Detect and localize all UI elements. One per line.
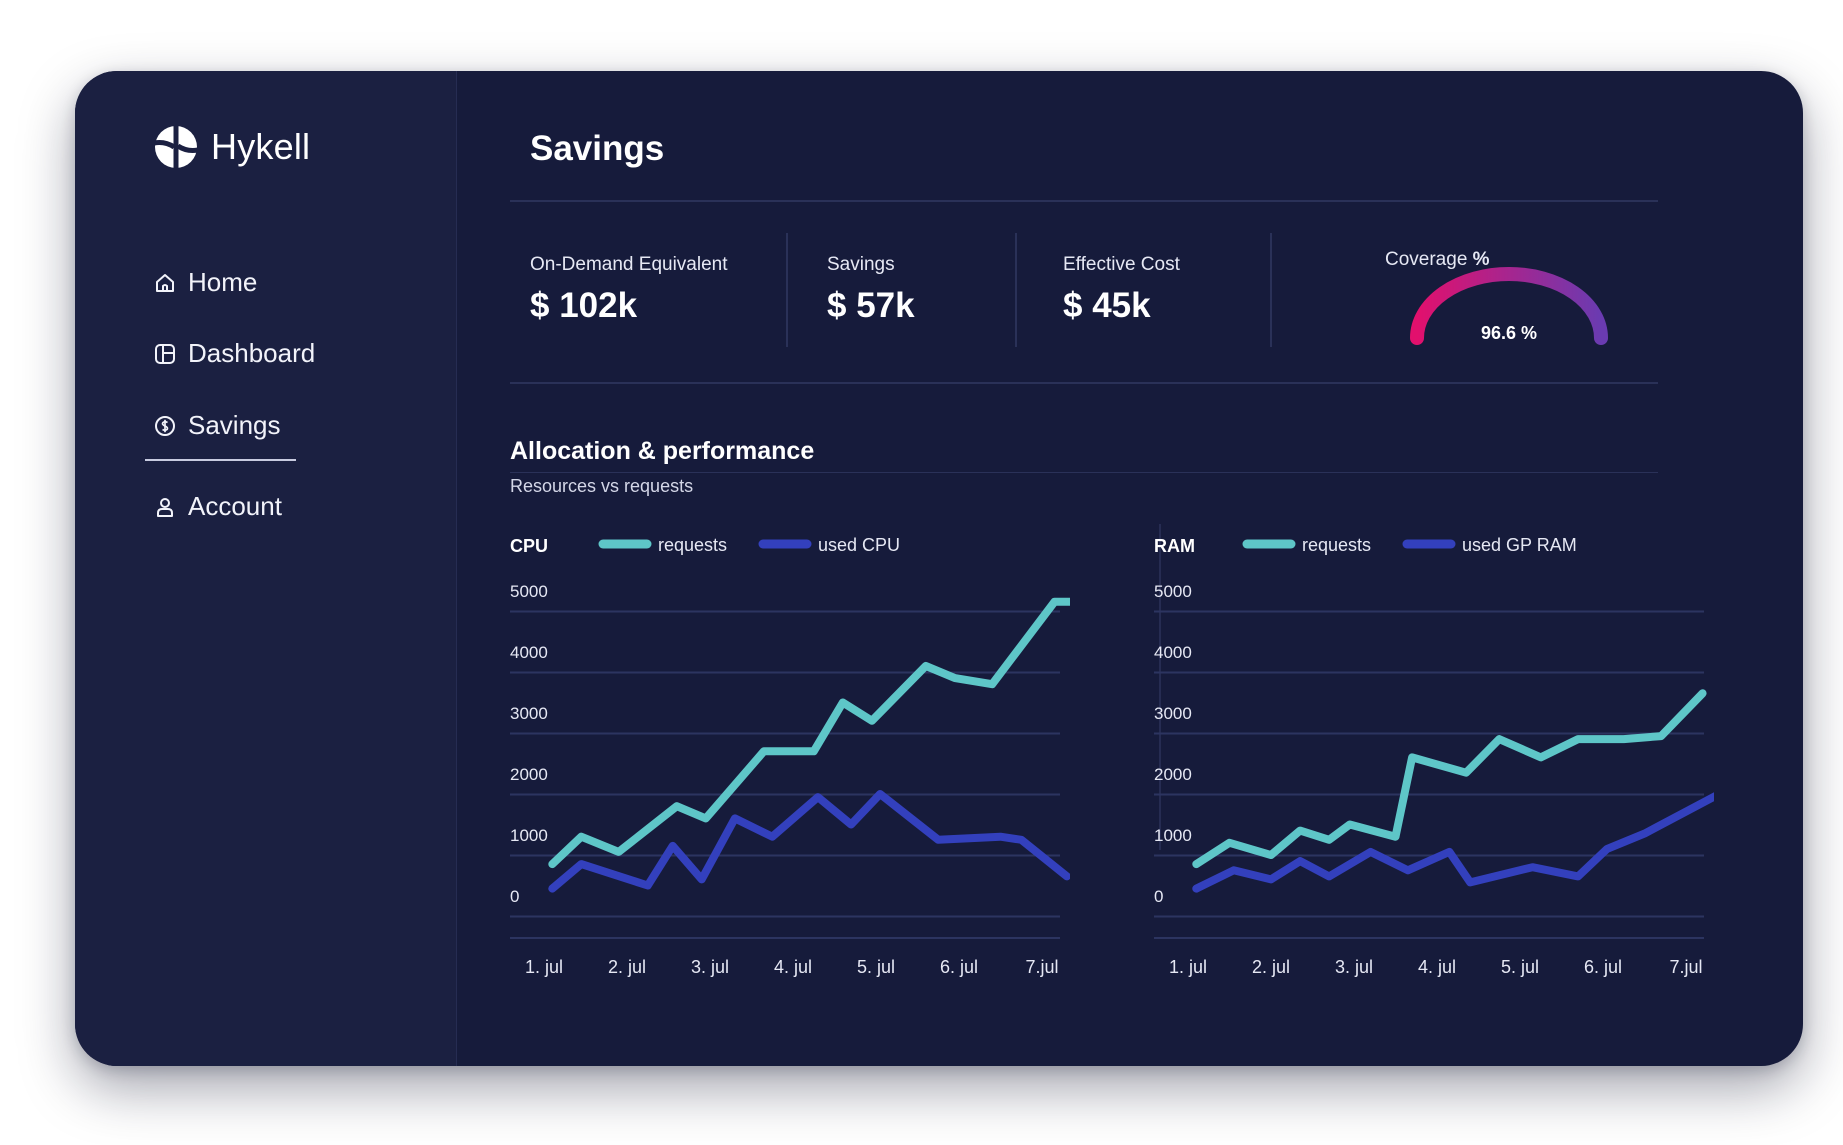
gauge-arc: [1410, 267, 1608, 345]
x-tick-label: 2. jul: [1252, 957, 1290, 977]
sidebar-item-savings[interactable]: Savings: [145, 410, 296, 461]
ram-chart: RAM requests used GP RAM 0 1000 2000 3000 4000 5…: [1154, 521, 1714, 991]
legend-label: used CPU: [818, 535, 900, 555]
x-tick-label: 5. jul: [1501, 957, 1539, 977]
sidebar-item-label: Savings: [188, 410, 281, 440]
x-tick-label: 2. jul: [608, 957, 646, 977]
sidebar-item-label: Dashboard: [188, 338, 316, 368]
y-tick-label: 3000: [510, 704, 548, 723]
x-tick-label: 4. jul: [774, 957, 812, 977]
app-name: Hykell: [211, 126, 311, 167]
x-tick-label: 4. jul: [1418, 957, 1456, 977]
y-tick-label: 4000: [1154, 643, 1192, 662]
y-tick-label: 0: [510, 887, 519, 906]
legend-label: requests: [658, 535, 727, 555]
x-tick-label: 7.jul: [1669, 957, 1702, 977]
legend-label: used GP RAM: [1462, 535, 1577, 555]
sidebar-item-label: Home: [188, 267, 258, 297]
cpu-chart-svg: CPU requests used CPU 0 1000 2000 3000 4000 5000…: [510, 535, 1070, 977]
divider: [510, 472, 1658, 473]
sidebar: Hykell Home Dashboard Savings: [75, 71, 457, 1066]
user-icon: [157, 497, 173, 517]
sidebar-item-home[interactable]: Home: [154, 267, 257, 298]
sidebar-item-dashboard[interactable]: Dashboard: [154, 338, 315, 369]
section-title: Allocation & performance: [510, 437, 815, 465]
logo[interactable]: Hykell: [154, 125, 310, 169]
legend-label: requests: [1302, 535, 1371, 555]
divider: [510, 200, 1658, 202]
divider: [1159, 524, 1161, 850]
ram-series-used-gp-ram-line: [1192, 792, 1714, 893]
stat-label-effective-cost: Effective Cost: [1063, 254, 1180, 275]
coverage-gauge-svg: 96.6 %: [1410, 267, 1608, 345]
home-icon: [156, 273, 174, 292]
y-tick-label: 3000: [1154, 704, 1192, 723]
cpu-chart: CPU requests used CPU 0 1000 2000 3000 4000 5000…: [510, 521, 1070, 991]
coverage-value: 96.6 %: [1481, 323, 1537, 343]
coverage-gauge: 96.6 %: [1407, 266, 1617, 351]
y-tick-label: 2000: [510, 765, 548, 784]
ram-series-requests-line: [1192, 689, 1707, 869]
y-tick-label: 1000: [510, 826, 548, 845]
stat-value-savings: $ 57k: [827, 286, 915, 325]
divider: [510, 382, 1658, 384]
y-tick-label: 5000: [1154, 582, 1192, 601]
cpu-series-requests-line: [548, 597, 1070, 869]
stat-label-on-demand: On-Demand Equivalent: [530, 254, 728, 275]
divider: [1270, 233, 1272, 347]
sidebar-item-account[interactable]: Account: [154, 491, 282, 522]
main-content: Savings On-Demand Equivalent $ 102k Savi…: [456, 71, 1803, 1066]
divider: [1015, 233, 1017, 347]
x-tick-label: 3. jul: [691, 957, 729, 977]
stat-label-savings: Savings: [827, 254, 895, 275]
y-tick-label: 4000: [510, 643, 548, 662]
x-tick-label: 6. jul: [1584, 957, 1622, 977]
ram-chart-svg: RAM requests used GP RAM 0 1000 2000 3000 4000 5…: [1154, 535, 1714, 977]
y-tick-label: 5000: [510, 582, 548, 601]
x-tick-label: 6. jul: [940, 957, 978, 977]
cpu-chart-title: CPU: [510, 536, 548, 556]
ram-chart-title: RAM: [1154, 536, 1195, 556]
x-tick-label: 1. jul: [525, 957, 563, 977]
x-tick-label: 5. jul: [857, 957, 895, 977]
divider: [786, 233, 788, 347]
dashboard-icon: [155, 343, 175, 364]
page-title: Savings: [530, 129, 665, 168]
app-window: Hykell Home Dashboard Savings: [75, 71, 1803, 1066]
cpu-series-used-cpu-line: [548, 790, 1070, 893]
stat-value-on-demand: $ 102k: [530, 286, 638, 325]
sidebar-item-label: Account: [188, 491, 282, 521]
x-tick-label: 1. jul: [1169, 957, 1207, 977]
y-tick-label: 0: [1154, 887, 1163, 906]
y-tick-label: 2000: [1154, 765, 1192, 784]
coverage-label: Coverage %: [1385, 249, 1490, 271]
section-subtitle: Resources vs requests: [510, 476, 694, 496]
x-tick-label: 7.jul: [1025, 957, 1058, 977]
stat-value-effective-cost: $ 45k: [1063, 286, 1151, 325]
x-tick-label: 3. jul: [1335, 957, 1373, 977]
coverage-symbol: %: [1472, 249, 1490, 270]
y-tick-label: 1000: [1154, 826, 1192, 845]
hykell-logo-icon: [154, 125, 198, 169]
coverage-label-text: Coverage: [1385, 249, 1468, 270]
dollar-icon: [155, 415, 175, 436]
